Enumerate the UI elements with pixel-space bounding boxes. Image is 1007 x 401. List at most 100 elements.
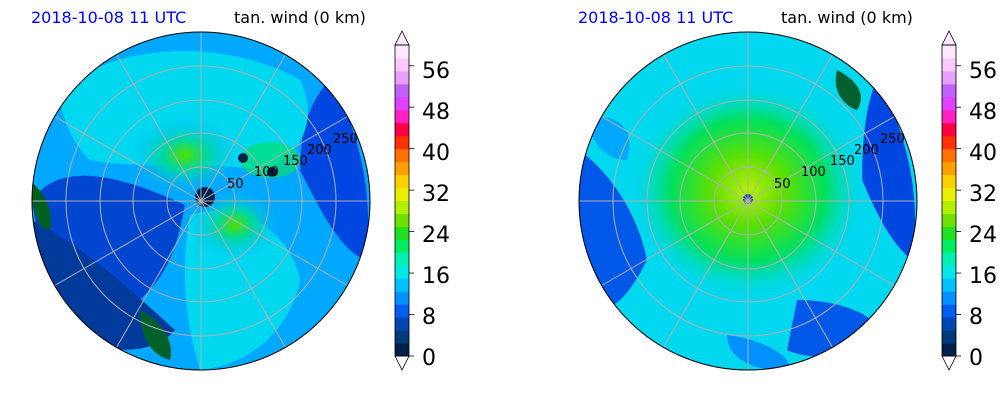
colorbar-swatch — [942, 304, 956, 318]
polar-grid-left — [32, 32, 370, 370]
colorbar-tick-48: 48 — [969, 100, 997, 125]
colorbar-swatch — [395, 45, 409, 59]
colorbar-right: 0 8 16 24 32 40 48 56 — [941, 30, 997, 371]
colorbar-tick-0: 0 — [422, 346, 436, 371]
colorbar-swatch — [942, 161, 956, 176]
colorbar-swatch — [395, 174, 409, 189]
colorbar-swatch — [395, 83, 409, 98]
panel-date-title: 2018-10-08 11 UTC — [578, 8, 734, 27]
radial-tick-50: 50 — [227, 177, 244, 192]
colorbar-swatch — [395, 330, 409, 344]
colorbar-left: 0 8 16 24 32 40 48 56 — [394, 30, 450, 371]
colorbar-tick-56: 56 — [422, 59, 450, 84]
colorbar-swatch — [942, 200, 956, 214]
colorbar-swatch — [942, 174, 956, 189]
colorbar-swatch — [395, 252, 409, 266]
colorbar-swatch — [942, 317, 956, 331]
colorbar-tick-32: 32 — [422, 182, 450, 207]
panel-field-title: tan. wind (0 km) — [234, 8, 366, 27]
colorbar-swatch — [942, 213, 956, 227]
colorbar-tick-labels: 0 8 16 24 32 40 48 56 — [422, 59, 450, 371]
colorbar-swatch — [942, 122, 956, 137]
colorbar-swatch — [942, 70, 956, 85]
polar-frame-right — [578, 31, 918, 371]
radial-tick-150: 150 — [830, 154, 855, 169]
colorbar-swatch — [942, 148, 956, 163]
colorbar-swatch — [942, 45, 956, 59]
colorbar-extend-max — [394, 30, 410, 46]
panel-right: 50 100 150 200 250 2018-10-08 11 UTC tan… — [547, 0, 1007, 401]
colorbar-swatch — [942, 226, 956, 240]
colorbar-swatch — [942, 96, 956, 111]
colorbar-swatch — [395, 278, 409, 292]
colorbar-extend-min — [941, 355, 957, 371]
colorbar-swatch — [942, 187, 956, 201]
colorbar-tick-40: 40 — [969, 141, 997, 166]
colorbar-extend-min — [394, 355, 410, 371]
colorbar-tick-32: 32 — [969, 182, 997, 207]
radial-tick-50: 50 — [774, 177, 791, 192]
radial-tick-150: 150 — [283, 154, 308, 169]
colorbar-swatch — [942, 330, 956, 344]
colorbar-swatch — [395, 213, 409, 227]
colorbar-tick-labels: 0 8 16 24 32 40 48 56 — [969, 59, 997, 371]
colorbar-swatch — [942, 239, 956, 253]
colorbar-swatch — [395, 135, 409, 150]
colorbar-tick-24: 24 — [422, 223, 450, 248]
colorbar-tick-24: 24 — [969, 223, 997, 248]
colorbar-tick-56: 56 — [969, 59, 997, 84]
colorbar-swatch — [395, 226, 409, 240]
polar-plot-left: 50 100 150 200 250 — [31, 31, 371, 371]
colorbar-swatch — [395, 265, 409, 279]
colorbar-tick-40: 40 — [422, 141, 450, 166]
colorbar-swatches — [941, 30, 961, 371]
colorbar-swatch — [395, 148, 409, 163]
colorbar-swatch — [942, 109, 956, 124]
colorbar-swatch — [395, 57, 409, 72]
colorbar-tick-0: 0 — [969, 346, 983, 371]
colorbar-frame — [941, 44, 957, 357]
colorbar-swatch — [395, 200, 409, 214]
colorbar-swatch — [395, 291, 409, 305]
colorbar-swatch — [395, 122, 409, 137]
colorbar-swatch — [942, 252, 956, 266]
colorbar-swatch — [395, 317, 409, 331]
colorbar-swatch — [942, 291, 956, 305]
colorbar-swatch — [395, 96, 409, 111]
colorbar-swatch — [395, 304, 409, 318]
colorbar-swatch — [395, 109, 409, 124]
radial-tick-100: 100 — [254, 165, 279, 180]
colorbar-swatches — [394, 30, 414, 371]
radial-tick-200: 200 — [307, 143, 332, 158]
colorbar-swatch — [942, 135, 956, 150]
colorbar-swatch — [395, 161, 409, 176]
colorbar-swatch — [942, 343, 956, 357]
radial-tick-200: 200 — [854, 143, 879, 158]
polar-grid-right — [579, 32, 917, 370]
colorbar-swatch — [942, 83, 956, 98]
colorbar-frame — [394, 44, 410, 357]
colorbar-tick-16: 16 — [422, 264, 450, 289]
radial-tick-250: 250 — [333, 132, 358, 147]
colorbar-swatch — [395, 343, 409, 357]
colorbar-swatch — [942, 265, 956, 279]
polar-plot-right: 50 100 150 200 250 — [578, 31, 918, 371]
colorbar-swatch — [942, 278, 956, 292]
colorbar-tick-48: 48 — [422, 100, 450, 125]
colorbar-tick-8: 8 — [422, 305, 436, 330]
colorbar-tick-8: 8 — [969, 305, 983, 330]
polar-frame-left — [31, 31, 371, 371]
colorbar-swatch — [942, 57, 956, 72]
radial-tick-250: 250 — [880, 132, 905, 147]
panel-date-title: 2018-10-08 11 UTC — [31, 8, 187, 27]
colorbar-extend-max — [941, 30, 957, 46]
panel-field-title: tan. wind (0 km) — [781, 8, 913, 27]
colorbar-swatch — [395, 70, 409, 85]
panel-left: 50 100 150 200 250 2018-10-08 11 UTC tan… — [0, 0, 480, 401]
radial-tick-100: 100 — [801, 165, 826, 180]
colorbar-swatch — [395, 187, 409, 201]
radial-tick-labels-left: 50 100 150 200 250 — [227, 132, 358, 192]
colorbar-swatch — [395, 239, 409, 253]
radial-tick-labels-right: 50 100 150 200 250 — [774, 132, 905, 192]
colorbar-tick-16: 16 — [969, 264, 997, 289]
